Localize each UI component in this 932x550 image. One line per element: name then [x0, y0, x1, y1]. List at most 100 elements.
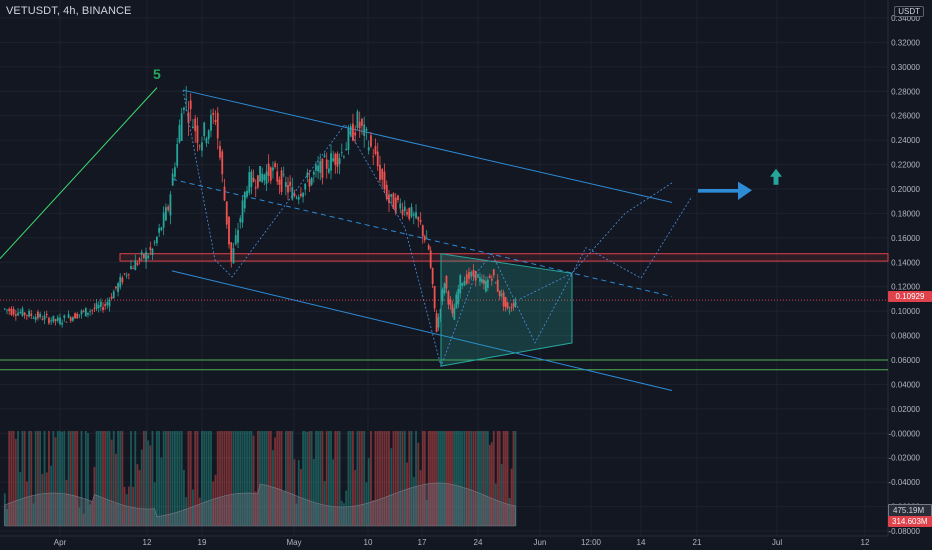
candle-body — [248, 172, 251, 193]
candle-body — [142, 254, 145, 258]
candle-body — [445, 275, 448, 289]
candle-body — [91, 309, 94, 311]
volume-bar — [494, 483, 497, 526]
volume-bar — [319, 431, 322, 526]
volume-bar — [463, 431, 466, 526]
candle-body — [502, 292, 505, 307]
volume-bar — [490, 442, 493, 526]
volume-bar — [276, 431, 279, 526]
volume-tag: 314.603M — [888, 516, 932, 527]
volume-bar — [291, 431, 294, 526]
volume-bar — [104, 431, 107, 526]
candle-body — [102, 307, 104, 311]
volume-bar — [165, 431, 167, 526]
volume-bar — [408, 431, 411, 526]
candle-body — [429, 250, 432, 268]
currency-badge[interactable]: USDT — [894, 6, 924, 17]
volume-bar — [246, 431, 248, 526]
y-tick-label: -0.04000 — [888, 478, 920, 487]
volume-bar — [481, 431, 483, 526]
elliott-wave-label: 5 — [153, 66, 161, 82]
volume-bar — [237, 431, 239, 526]
right-arrow-icon — [698, 181, 752, 200]
volume-bar — [287, 431, 289, 526]
candle-body — [494, 282, 497, 284]
candle-body — [225, 201, 228, 225]
symbol-title[interactable]: VETUSDT, 4h, BINANCE — [6, 5, 132, 17]
volume-bar — [248, 431, 251, 526]
candle-body — [28, 310, 30, 317]
candle-body — [23, 312, 26, 316]
volume-bar — [48, 431, 50, 526]
candle-body — [481, 279, 483, 283]
candle-body — [406, 212, 408, 215]
volume-bar — [138, 469, 141, 526]
volume-bar — [23, 431, 26, 526]
candle-body — [287, 185, 289, 193]
candle-body — [112, 291, 115, 299]
volume-bar — [221, 431, 224, 526]
volume-bar — [106, 431, 109, 526]
candle-body — [106, 302, 109, 306]
candle-body — [394, 197, 397, 213]
candle-body — [151, 248, 154, 255]
candle-body — [468, 272, 470, 279]
candle-body — [99, 301, 102, 307]
candle-body — [65, 321, 68, 323]
volume-bar — [136, 464, 139, 526]
candle-body — [89, 311, 92, 313]
candle-body — [345, 148, 348, 151]
volume-bar — [185, 497, 188, 526]
candle-body — [221, 151, 224, 175]
volume-bar — [390, 448, 393, 526]
volume-bar — [274, 437, 276, 526]
volume-bar — [379, 431, 381, 526]
candle-body — [367, 147, 370, 151]
candle-body — [379, 164, 381, 181]
channel-lower — [171, 270, 673, 392]
volume-bar — [78, 507, 81, 526]
candle-body — [239, 218, 242, 223]
candle-body — [121, 277, 124, 283]
candle-body — [183, 107, 185, 111]
volume-bar — [102, 431, 104, 526]
candle-body — [330, 153, 332, 171]
candle-body — [408, 207, 411, 219]
volume-bar — [443, 431, 446, 526]
candle-body — [381, 169, 384, 180]
candle-body — [282, 174, 285, 176]
volume-bar — [297, 460, 300, 526]
x-tick-label: 24 — [474, 538, 483, 547]
candle-body — [319, 161, 322, 173]
candle-body — [153, 242, 156, 244]
candle-body — [136, 262, 139, 265]
projection-path-alt — [519, 182, 673, 300]
volume-bar — [394, 431, 397, 526]
volume-bar — [312, 459, 315, 526]
candle-body — [334, 153, 337, 165]
candle-body — [435, 313, 438, 332]
volume-bar — [465, 431, 468, 526]
volume-bar — [160, 457, 163, 526]
volume-bar — [171, 431, 174, 526]
candle-body — [479, 277, 481, 282]
volume-bar — [415, 431, 417, 526]
volume-bar — [338, 431, 341, 526]
volume-bar — [125, 494, 128, 526]
candle-body — [385, 184, 388, 200]
candle-body — [269, 167, 272, 181]
candle-body — [205, 138, 208, 144]
volume-bar — [76, 431, 79, 526]
candle-body — [349, 126, 352, 136]
candle-body — [338, 158, 341, 165]
volume-bar — [205, 431, 208, 526]
volume-bar — [183, 469, 185, 526]
volume-bar — [123, 486, 126, 526]
volume-bar — [376, 431, 379, 526]
candle-body — [52, 315, 55, 322]
candle-body — [207, 130, 210, 140]
candle-body — [449, 299, 452, 305]
volume-bar — [216, 431, 219, 526]
volume-bar — [117, 431, 119, 526]
